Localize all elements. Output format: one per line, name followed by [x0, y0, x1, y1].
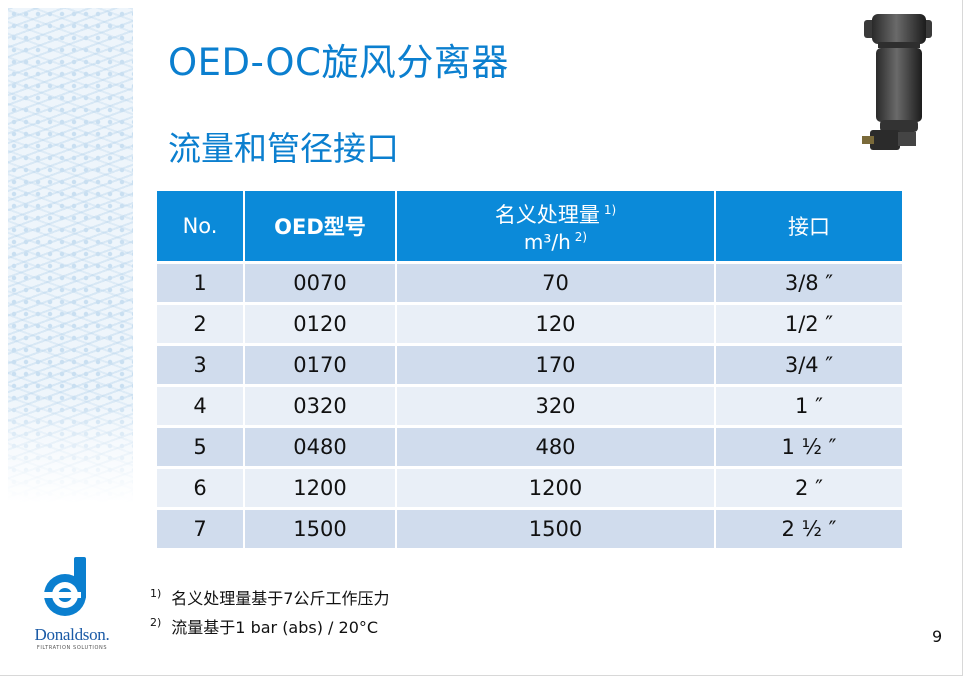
header-port: 接口	[715, 191, 902, 263]
page-number: 9	[932, 627, 943, 646]
slide-subtitle: 流量和管径接口	[168, 129, 399, 168]
footnote-1: 1) 名义处理量基于7公斤工作压力	[150, 585, 389, 614]
table-row: 3 0170 170 3/4 ″	[157, 343, 902, 386]
cell-no: 1	[157, 261, 245, 304]
cell-no: 6	[157, 466, 245, 509]
cell-port: 1/2 ″	[715, 302, 902, 345]
cell-port: 3/4 ″	[715, 343, 902, 386]
footnote-2: 2) 流量基于1 bar (abs) / 20°C	[150, 614, 389, 643]
cell-port: 1 ½ ″	[715, 425, 902, 468]
table-row: 4 0320 320 1 ″	[157, 384, 902, 427]
footnote-mark: 1)	[150, 587, 162, 600]
table-header-row: No. OED型号 名义处理量 1) m³/h 2) 接口	[157, 191, 902, 263]
footnote-mark: 2)	[150, 616, 162, 629]
cell-flow: 70	[396, 261, 716, 304]
cyclone-separator-image	[862, 14, 932, 150]
header-no: No.	[157, 191, 245, 263]
header-model: OED型号	[244, 191, 397, 263]
footnotes: 1) 名义处理量基于7公斤工作压力 2) 流量基于1 bar (abs) / 20°…	[150, 585, 389, 643]
flow-and-port-table: No. OED型号 名义处理量 1) m³/h 2) 接口 1 0070 70 3/…	[157, 191, 902, 548]
slide-title: OED-OC旋风分离器	[168, 41, 509, 84]
footnote-text: 流量基于1 bar (abs) / 20°C	[171, 618, 379, 637]
cell-port: 2 ″	[715, 466, 902, 509]
cell-flow: 120	[396, 302, 716, 345]
logo-tagline: FILTRATION SOLUTIONS	[36, 645, 108, 651]
decorative-pattern-band	[8, 8, 133, 503]
header-flow-unit-line: m³/h 2)	[397, 230, 714, 254]
cell-no: 4	[157, 384, 245, 427]
header-unit-footnote-mark: 2)	[574, 229, 588, 244]
cell-no: 3	[157, 343, 245, 386]
cell-no: 2	[157, 302, 245, 345]
cell-model: 0320	[244, 384, 397, 427]
cell-flow: 320	[396, 384, 716, 427]
cell-model: 1200	[244, 466, 397, 509]
cell-flow: 480	[396, 425, 716, 468]
cell-model: 0480	[244, 425, 397, 468]
cell-flow: 1200	[396, 466, 716, 509]
logo-wordmark: Donaldson.	[34, 625, 110, 644]
table-row: 6 1200 1200 2 ″	[157, 466, 902, 509]
table-row: 7 1500 1500 2 ½ ″	[157, 507, 902, 548]
header-flow-footnote-mark: 1)	[603, 202, 617, 217]
table-row: 5 0480 480 1 ½ ″	[157, 425, 902, 468]
cell-model: 1500	[244, 507, 397, 548]
cell-flow: 1500	[396, 507, 716, 548]
table-row: 1 0070 70 3/8 ″	[157, 261, 902, 304]
table-row: 2 0120 120 1/2 ″	[157, 302, 902, 345]
cell-port: 3/8 ″	[715, 261, 902, 304]
header-flow-unit: m³/h	[523, 229, 571, 254]
cell-model: 0170	[244, 343, 397, 386]
donaldson-logo: Donaldson. FILTRATION SOLUTIONS	[22, 555, 122, 655]
cell-no: 5	[157, 425, 245, 468]
header-flow: 名义处理量 1) m³/h 2)	[396, 191, 716, 263]
cell-port: 2 ½ ″	[715, 507, 902, 548]
cell-port: 1 ″	[715, 384, 902, 427]
cell-model: 0070	[244, 261, 397, 304]
footnote-text: 名义处理量基于7公斤工作压力	[171, 589, 390, 608]
cell-flow: 170	[396, 343, 716, 386]
donaldson-logo-icon	[43, 557, 86, 616]
header-flow-label: 名义处理量	[494, 202, 600, 227]
cell-no: 7	[157, 507, 245, 548]
cell-model: 0120	[244, 302, 397, 345]
